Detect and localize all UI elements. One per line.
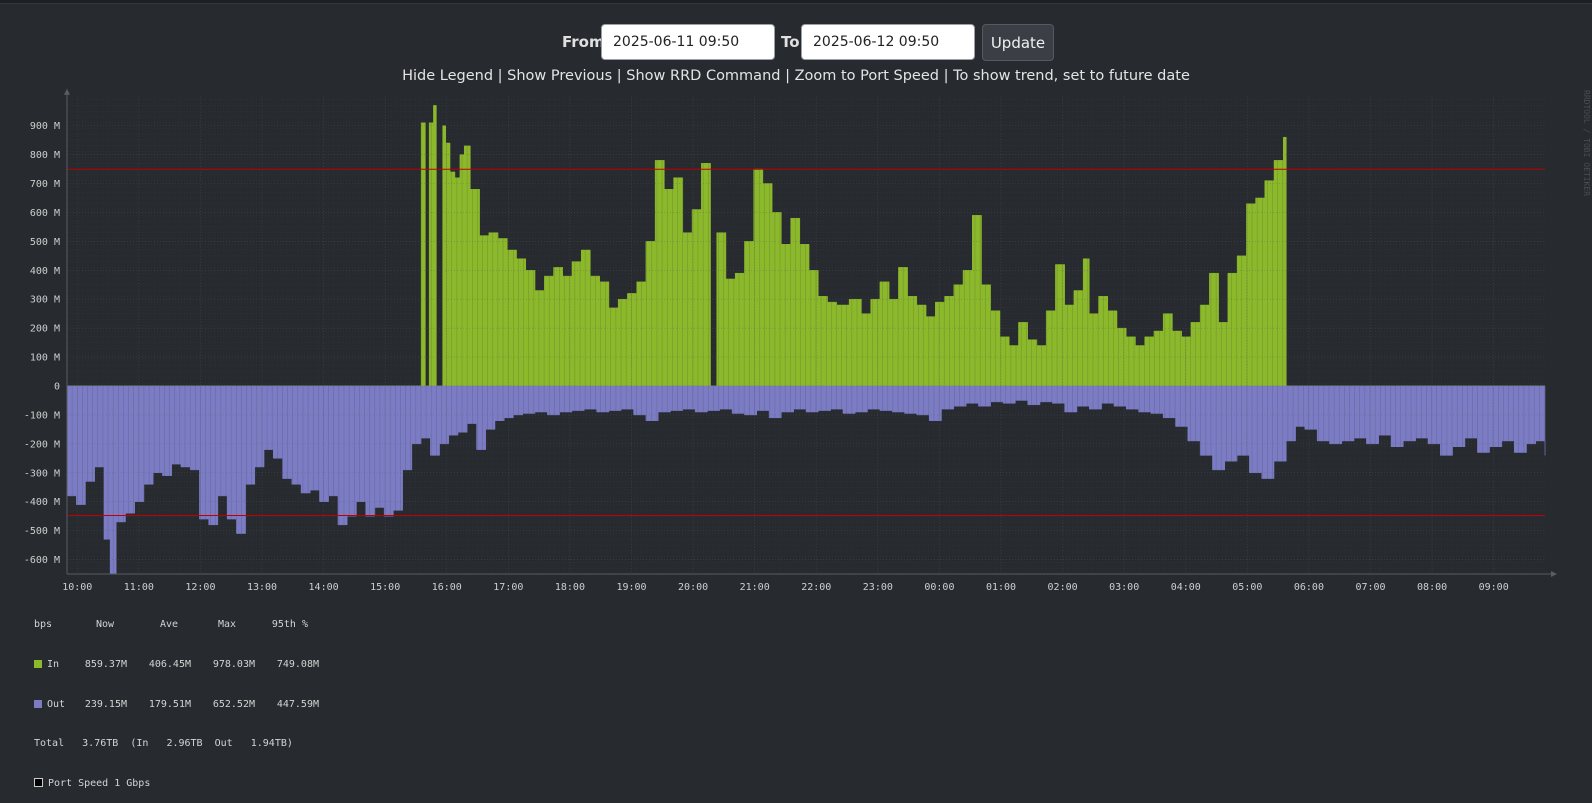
- x-axis-arrow-icon: [1551, 571, 1557, 578]
- port-speed-swatch: [34, 777, 43, 787]
- x-tick-label: 15:00: [370, 582, 400, 593]
- y-tick-label: -100 M: [24, 410, 60, 421]
- show-rrd-command-link[interactable]: Show RRD Command: [626, 68, 781, 84]
- link-separator: |: [943, 68, 954, 84]
- legend-port-speed: Port Speed 1 Gbps: [48, 777, 151, 789]
- legend-in-name: In: [47, 659, 60, 670]
- x-tick-label: 07:00: [1355, 582, 1385, 593]
- legend-out-ave: 179.51M: [148, 698, 191, 710]
- y-tick-label: -200 M: [24, 439, 60, 450]
- legend-now-header: Now: [95, 619, 114, 631]
- legend-out-now: 239.15M: [84, 698, 127, 710]
- legend-port-speed-row: Port Speed 1 Gbps: [34, 777, 319, 790]
- x-tick-label: 16:00: [432, 582, 462, 593]
- legend-p95-header: 95th %: [271, 619, 308, 631]
- x-tick-label: 13:00: [247, 582, 277, 593]
- top-border: [0, 0, 1592, 4]
- y-tick-label: 400 M: [30, 266, 60, 277]
- to-label: To: [781, 33, 800, 51]
- y-tick-label: -500 M: [24, 526, 60, 537]
- legend-in-now: 859.37M: [84, 659, 127, 670]
- y-tick-label: 700 M: [30, 179, 60, 190]
- out-color-swatch: [34, 699, 42, 708]
- x-tick-label: 20:00: [678, 582, 708, 593]
- y-tick-label: 0: [54, 382, 60, 393]
- x-tick-label: 10:00: [62, 582, 92, 593]
- x-tick-label: 23:00: [863, 582, 893, 593]
- x-tick-label: 11:00: [124, 582, 154, 593]
- legend-in-ave: 406.45M: [148, 659, 191, 670]
- x-tick-label: 05:00: [1232, 582, 1262, 593]
- x-tick-label: 06:00: [1294, 582, 1324, 593]
- y-tick-label: 200 M: [30, 324, 60, 335]
- x-tick-label: 00:00: [924, 582, 954, 593]
- legend-in-p95: 749.08M: [276, 659, 319, 670]
- y-axis-arrow-icon: [64, 88, 70, 95]
- in-color-swatch: [34, 660, 42, 668]
- y-tick-label: 500 M: [30, 237, 60, 248]
- graph-options-links: Hide Legend | Show Previous | Show RRD C…: [0, 68, 1592, 84]
- legend-max-header: Max: [217, 619, 236, 631]
- x-tick-label: 08:00: [1417, 582, 1447, 593]
- y-tick-label: -600 M: [24, 555, 60, 566]
- y-tick-label: -400 M: [24, 497, 60, 508]
- y-tick-label: 900 M: [30, 121, 60, 132]
- rrdtool-watermark: RRDTOOL / TOBI OETIKER: [1582, 90, 1591, 196]
- link-separator: |: [785, 68, 795, 84]
- legend-out-p95: 447.59M: [276, 698, 319, 710]
- from-label: From: [562, 33, 605, 51]
- y-tick-label: 300 M: [30, 295, 60, 306]
- link-separator: |: [497, 68, 508, 84]
- traffic-graph: 900 M 800 M 700 M 600 M 500 M 400 M 300 M 200 M…: [24, 88, 1591, 593]
- x-tick-label: 04:00: [1171, 582, 1201, 593]
- x-tick-label: 14:00: [309, 582, 339, 593]
- show-trend-link[interactable]: To show trend, set to future date: [953, 68, 1190, 84]
- show-previous-link[interactable]: Show Previous: [507, 68, 613, 84]
- zoom-to-port-speed-link[interactable]: Zoom to Port Speed: [794, 68, 939, 84]
- date-range-controls: From To Update: [0, 24, 1592, 62]
- legend-row-in: In 859.37M 406.45M 978.03M 749.08M: [34, 658, 319, 671]
- x-tick-label: 21:00: [740, 582, 770, 593]
- x-tick-label: 09:00: [1479, 582, 1509, 593]
- x-tick-label: 02:00: [1048, 582, 1078, 593]
- x-tick-label: 12:00: [185, 582, 215, 593]
- x-tick-label: 22:00: [801, 582, 831, 593]
- legend-header: bps Now Ave Max 95th %: [34, 618, 319, 631]
- legend-out-name: Out: [47, 698, 66, 710]
- legend-out-max: 652.52M: [212, 698, 255, 710]
- y-tick-label: 600 M: [30, 208, 60, 219]
- from-date-input[interactable]: [601, 24, 775, 60]
- x-tick-label: 18:00: [555, 582, 585, 593]
- legend-ave-header: Ave: [159, 619, 178, 631]
- x-tick-label: 19:00: [616, 582, 646, 593]
- legend-row-out: Out 239.15M 179.51M 652.52M 447.59M: [34, 698, 319, 711]
- series-area-out: [66, 385, 1546, 575]
- y-tick-label: 100 M: [30, 353, 60, 364]
- legend-in-max: 978.03M: [212, 659, 255, 670]
- x-tick-label: 01:00: [986, 582, 1016, 593]
- series-area-in: [67, 105, 1545, 387]
- to-date-input[interactable]: [801, 24, 975, 60]
- hide-legend-link[interactable]: Hide Legend: [402, 68, 494, 84]
- x-tick-label: 03:00: [1109, 582, 1139, 593]
- link-separator: |: [616, 68, 627, 84]
- y-tick-label: -300 M: [24, 468, 60, 479]
- update-button[interactable]: Update: [982, 24, 1054, 61]
- x-tick-label: 17:00: [493, 582, 523, 593]
- legend-total: Total 3.76TB (In 2.96TB Out 1.94TB): [34, 738, 293, 750]
- y-tick-label: 800 M: [30, 150, 60, 161]
- legend-unit: bps: [34, 619, 53, 631]
- graph-legend: bps Now Ave Max 95th % In 859.37M 406.45M 978.0…: [34, 592, 319, 803]
